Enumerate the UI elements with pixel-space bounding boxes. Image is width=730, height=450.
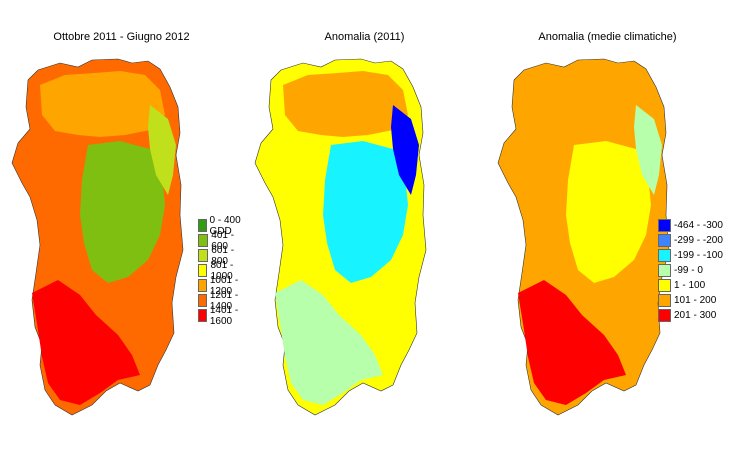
- sardinia-map: [497, 58, 670, 416]
- legend-swatch: [198, 264, 208, 277]
- legend-swatch: [198, 309, 207, 322]
- legend-swatch: [198, 249, 209, 262]
- zone-central: [323, 141, 408, 283]
- legend-row: 1401 - 1600: [198, 305, 243, 327]
- map-panel-anomaly-2011: Anomalia (2011): [243, 0, 486, 450]
- legend-row: 1201 - 1400: [198, 290, 243, 312]
- zone-north: [283, 71, 408, 137]
- zone-southwest: [275, 280, 383, 405]
- legend-swatch: [198, 279, 207, 292]
- zone-north: [40, 71, 165, 137]
- legend-anomaly: -464 - -300 -299 - -200 -199 - -100 -99 - 0…: [658, 218, 723, 323]
- legend-row: -464 - -300: [658, 218, 723, 233]
- legend-label: -464 - -300: [674, 220, 723, 231]
- legend-row: 201 - 300: [658, 308, 723, 323]
- sardinia-map: [11, 58, 184, 416]
- zone-east: [391, 105, 419, 195]
- map-panel-gdd: Ottobre 2011 - Giugno 2012 0 - 400 GDD 40…: [0, 0, 243, 450]
- zone-southwest: [32, 280, 140, 405]
- legend-label: 601 - 800: [211, 244, 235, 267]
- legend-row: 601 - 800: [198, 245, 243, 267]
- legend-swatch: [198, 219, 207, 232]
- sardinia-map: [254, 58, 427, 416]
- legend-row: -299 - -200: [658, 233, 723, 248]
- legend-swatch: [658, 234, 671, 247]
- legend-swatch: [198, 294, 207, 307]
- map-panel-anomaly-climate: Anomalia (medie climatiche) -464 - -300-…: [486, 0, 729, 450]
- legend-label: 1 - 100: [674, 280, 706, 291]
- legend-label: 401 - 600: [211, 229, 235, 252]
- legend-row: 1 - 100: [658, 278, 723, 293]
- zone-north: [526, 71, 651, 137]
- legend-swatch: [658, 309, 671, 322]
- legend-swatch: [658, 249, 671, 262]
- legend-swatch: [658, 279, 671, 292]
- legend-label: 801 - 1000: [210, 259, 234, 282]
- legend-row: 1001 - 1200: [198, 275, 243, 297]
- zone-southwest: [518, 280, 626, 405]
- legend-row: 101 - 200: [658, 293, 723, 308]
- zone-central: [80, 141, 165, 283]
- legend-row: 801 - 1000: [198, 260, 243, 282]
- zone-east: [634, 105, 662, 195]
- legend-swatch: [658, 264, 671, 277]
- map-title: Anomalia (2011): [324, 31, 405, 43]
- zone-east: [148, 105, 176, 195]
- legend-label: 0 - 400 GDD: [209, 214, 241, 237]
- legend-row: -199 - -100: [658, 248, 723, 263]
- legend-row: 401 - 600: [198, 230, 243, 252]
- legend-label: -199 - -100: [674, 250, 723, 261]
- legend-label: 1201 - 1400: [209, 289, 239, 312]
- legend-swatch: [198, 234, 209, 247]
- legend-label: 1001 - 1200: [209, 274, 239, 297]
- legend-row: 0 - 400 GDD: [198, 215, 243, 237]
- zone-central: [566, 141, 651, 283]
- map-title: Ottobre 2011 - Giugno 2012: [53, 31, 190, 43]
- legend-label: 201 - 300: [674, 310, 717, 321]
- legend-row: -99 - 0: [658, 263, 723, 278]
- legend-swatch: [658, 219, 671, 232]
- legend-label: -299 - -200: [674, 235, 723, 246]
- legend-label: 1401 - 1600: [209, 304, 239, 327]
- legend-swatch: [658, 294, 671, 307]
- legend-label: -99 - 0: [674, 265, 703, 276]
- legend-gdd: 0 - 400 GDD 401 - 600 601 - 800 801 - 1000 1…: [198, 215, 243, 327]
- legend-label: 101 - 200: [674, 295, 717, 306]
- map-title: Anomalia (medie climatiche): [538, 31, 677, 43]
